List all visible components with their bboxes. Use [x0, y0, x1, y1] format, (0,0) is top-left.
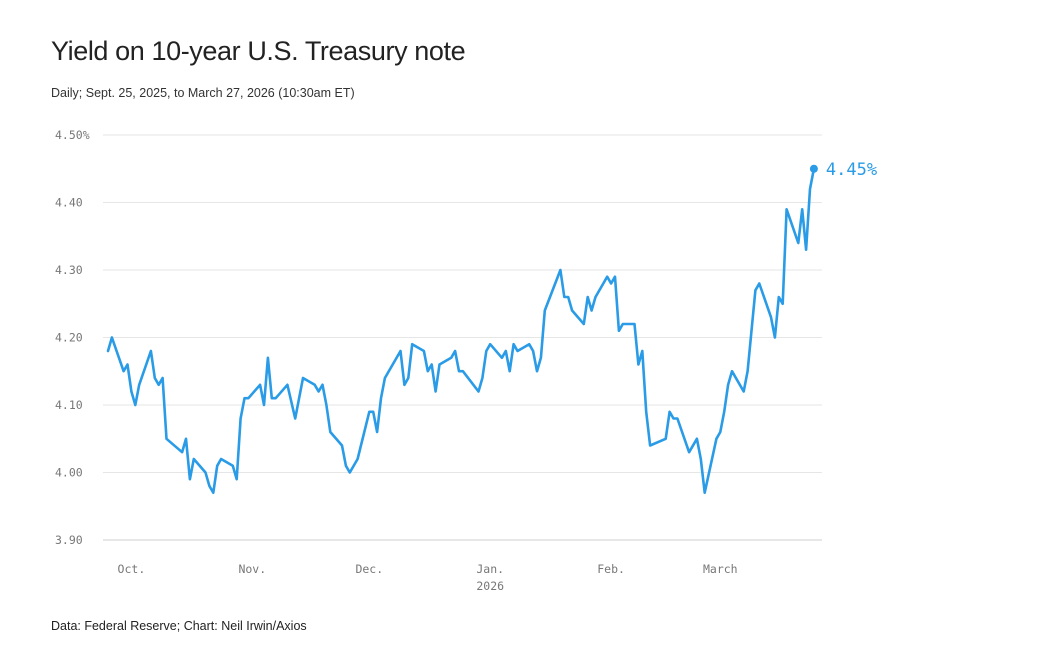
x-axis-labels: Oct. Nov. Dec. Jan. 2026 Feb. March	[118, 562, 738, 593]
chart-subtitle: Daily; Sept. 25, 2025, to March 27, 2026…	[51, 86, 355, 100]
x-tick-label: Jan.	[476, 562, 504, 576]
x-tick-label: Oct.	[118, 562, 146, 576]
y-tick-label: 4.10	[55, 398, 83, 412]
latest-value-label: 4.45%	[826, 160, 877, 180]
yield-series-line	[106, 167, 816, 494]
y-tick-label: 4.40	[55, 196, 83, 210]
x-tick-label: Feb.	[597, 562, 625, 576]
y-tick-label: 3.90	[55, 533, 83, 547]
gridlines	[103, 134, 822, 541]
y-tick-label: 4.50%	[55, 128, 90, 142]
y-tick-label: 4.00	[55, 466, 83, 480]
x-tick-label: Dec.	[355, 562, 383, 576]
y-tick-label: 4.30	[55, 263, 83, 277]
y-axis-labels: 4.50% 4.40 4.30 4.20 4.10 4.00 3.90	[55, 128, 90, 547]
chart-source: Data: Federal Reserve; Chart: Neil Irwin…	[51, 619, 307, 633]
y-tick-label: 4.20	[55, 331, 83, 345]
x-tick-label: March	[703, 562, 738, 576]
x-tick-label: Nov.	[238, 562, 266, 576]
latest-value-point	[809, 164, 818, 173]
x-tick-year-label: 2026	[476, 579, 504, 593]
chart-title: Yield on 10-year U.S. Treasury note	[51, 36, 466, 66]
